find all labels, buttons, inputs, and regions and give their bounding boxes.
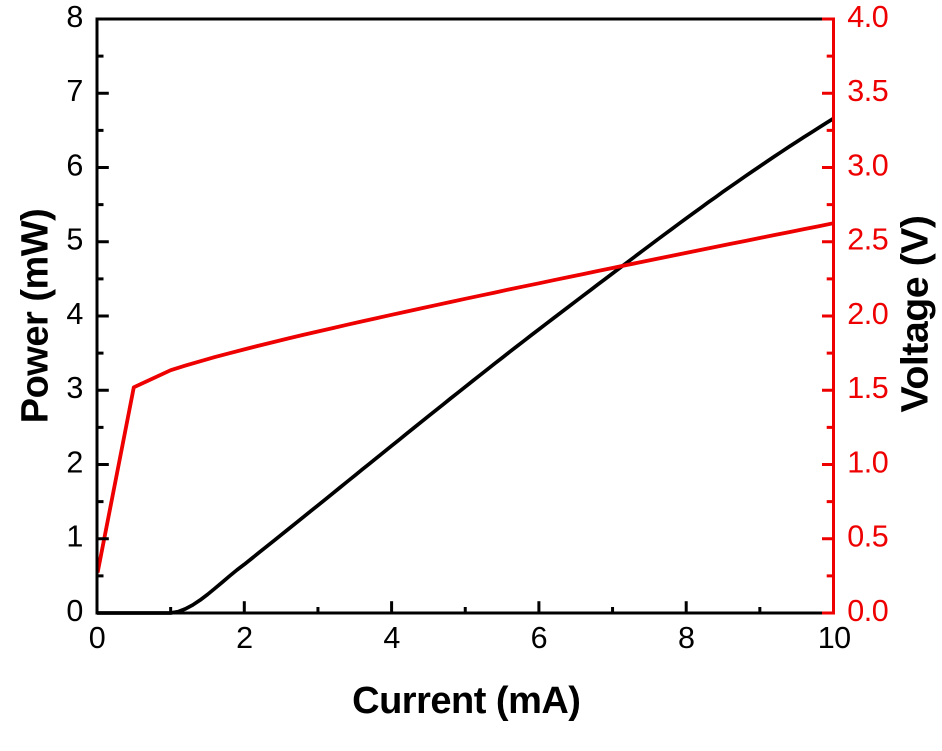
svg-text:2.5: 2.5 bbox=[847, 223, 888, 257]
svg-text:Current (mA): Current (mA) bbox=[352, 680, 580, 722]
svg-text:6: 6 bbox=[66, 148, 82, 182]
svg-text:1.0: 1.0 bbox=[847, 445, 888, 479]
svg-text:1: 1 bbox=[66, 520, 82, 554]
svg-text:3.5: 3.5 bbox=[847, 74, 888, 108]
svg-text:2: 2 bbox=[66, 445, 82, 479]
svg-text:5: 5 bbox=[66, 223, 82, 257]
svg-text:0.0: 0.0 bbox=[847, 594, 888, 628]
svg-text:3.0: 3.0 bbox=[847, 148, 888, 182]
svg-text:8: 8 bbox=[678, 621, 694, 655]
svg-text:2: 2 bbox=[236, 621, 252, 655]
svg-text:4: 4 bbox=[383, 621, 400, 655]
svg-text:4.0: 4.0 bbox=[847, 0, 888, 34]
svg-text:Power (mW): Power (mW) bbox=[15, 209, 57, 424]
svg-text:3: 3 bbox=[66, 371, 82, 405]
svg-text:1.5: 1.5 bbox=[847, 371, 888, 405]
svg-text:8: 8 bbox=[66, 0, 82, 34]
svg-text:2.0: 2.0 bbox=[847, 297, 888, 331]
svg-text:10: 10 bbox=[818, 621, 851, 655]
svg-text:0.5: 0.5 bbox=[847, 520, 888, 554]
svg-text:0: 0 bbox=[89, 621, 105, 655]
svg-text:Voltage (V): Voltage (V) bbox=[895, 216, 937, 413]
svg-text:7: 7 bbox=[66, 74, 82, 108]
svg-text:4: 4 bbox=[66, 297, 83, 331]
svg-text:6: 6 bbox=[531, 621, 547, 655]
svg-text:0: 0 bbox=[66, 594, 82, 628]
